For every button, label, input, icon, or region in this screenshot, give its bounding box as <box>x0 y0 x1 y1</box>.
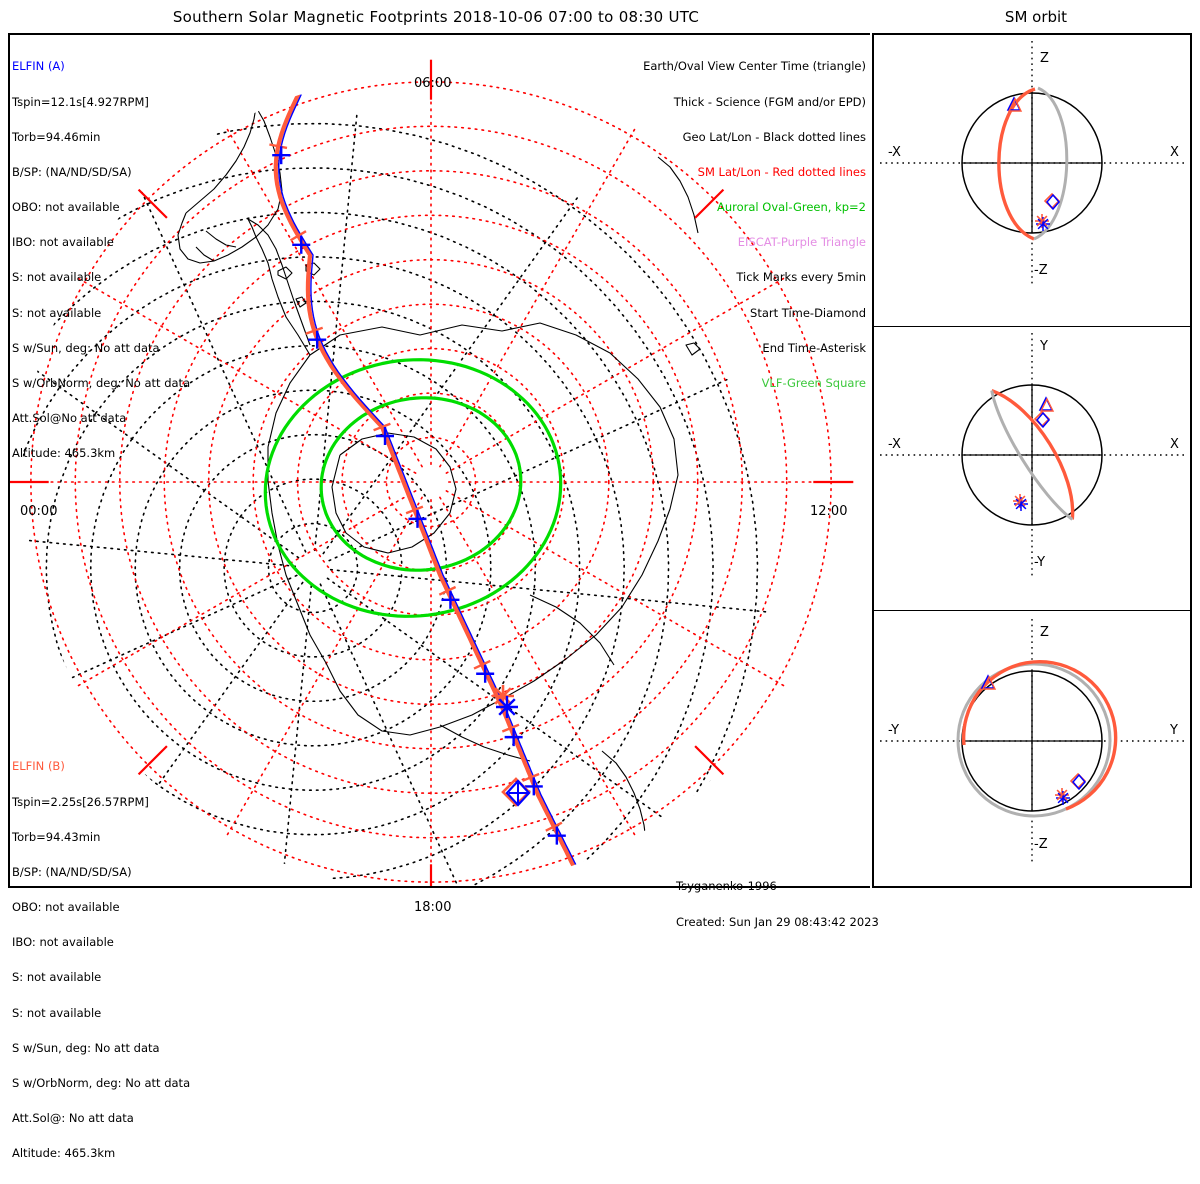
orbit-xy-axis-up: Y <box>1040 339 1048 354</box>
orbit-yz-axis-left: -Y <box>888 723 900 738</box>
elfin-a-line-1: Torb=94.46min <box>12 129 101 144</box>
orbit-xz-axis-down: -Z <box>1034 263 1048 278</box>
elfin-b-line-9: Att.Sol@: No att data <box>12 1111 134 1125</box>
legend-item-5: EISCAT-Purple Triangle <box>737 235 866 250</box>
elfin-b-line-2: B/SP: (NA/ND/SD/SA) <box>12 864 132 879</box>
orbit-xz-axis-left: -X <box>888 145 901 160</box>
elfin-b-line-10: Altitude: 465.3km <box>12 1146 116 1161</box>
orbit-xy-axis-down: -Y <box>1034 555 1046 570</box>
legend-item-2: Geo Lat/Lon - Black dotted lines <box>682 129 866 144</box>
legend-item-4: Auroral Oval-Green, kp=2 <box>716 200 866 215</box>
elfin-a-line-3: OBO: not available <box>12 200 120 215</box>
elfin-a-line-7: S w/Sun, deg: No att data <box>12 340 160 355</box>
elfin-a-line-8: S w/OrbNorm, deg: No att data <box>12 375 191 390</box>
orbit-panel-title: SM orbit <box>1004 8 1068 26</box>
orbit-divider-1 <box>874 326 1190 327</box>
legend-item-8: End Time-Asterisk <box>762 340 866 355</box>
legend-item-1: Thick - Science (FGM and/or EPD) <box>673 94 866 109</box>
orbit-xz-axis-up: Z <box>1040 51 1049 66</box>
page-title: Southern Solar Magnetic Footprints 2018-… <box>172 8 700 26</box>
elfin-b-line-5: S: not available <box>12 970 102 985</box>
mlt-label-00: 00:00 <box>20 504 58 519</box>
orbit-yz-axis-up: Z <box>1040 625 1049 640</box>
elfin-b-header: ELFIN (B) <box>12 759 65 774</box>
elfin-b-line-1: Torb=94.43min <box>12 829 101 844</box>
elfin-b-line-6: S: not available <box>12 1005 102 1020</box>
elfin-b-line-0: Tspin=2.25s[26.57RPM] <box>12 794 149 809</box>
elfin-b-line-8: S w/OrbNorm, deg: No att data <box>12 1075 191 1090</box>
figure-root: Southern Solar Magnetic Footprints 2018-… <box>8 8 1192 1159</box>
elfin-b-line-3: OBO: not available <box>12 900 120 915</box>
elfin-a-line-5: S: not available <box>12 270 102 285</box>
credit-block: Tsyganenko-1996 Created: Sun Jan 29 08:4… <box>676 858 879 952</box>
orbit-xy-axis-left: -X <box>888 437 901 452</box>
orbit-xy-axis-right: X <box>1170 437 1179 452</box>
elfin-a-line-9: Att.Sol@No att data <box>12 411 127 425</box>
orbit-yz-axis-right: Y <box>1170 723 1178 738</box>
orbit-divider-2 <box>874 610 1190 611</box>
mlt-label-06: 06:00 <box>414 76 452 91</box>
elfin-a-line-4: IBO: not available <box>12 235 114 250</box>
satellite-footprint-tracks <box>269 92 586 886</box>
mlt-label-12: 12:00 <box>810 504 848 519</box>
elfin-b-info-block: ELFIN (B) Tspin=2.25s[26.57RPM] Torb=94.… <box>12 738 190 1183</box>
elfin-a-line-0: Tspin=12.1s[4.927RPM] <box>12 94 149 109</box>
elfin-a-line-2: B/SP: (NA/ND/SD/SA) <box>12 164 132 179</box>
legend-item-7: Start Time-Diamond <box>750 305 866 320</box>
elfin-a-header: ELFIN (A) <box>12 59 65 74</box>
orbit-xz-axis-right: X <box>1170 145 1179 160</box>
legend-item-6: Tick Marks every 5min <box>736 270 866 285</box>
legend-block: Earth/Oval View Center Time (triangle) T… <box>643 38 866 413</box>
legend-item-0: Earth/Oval View Center Time (triangle) <box>643 59 866 74</box>
elfin-b-line-4: IBO: not available <box>12 935 114 950</box>
orbit-yz-axis-down: -Z <box>1034 837 1048 852</box>
auroral-oval <box>263 358 563 618</box>
created-timestamp: Created: Sun Jan 29 08:43:42 2023 <box>676 914 879 929</box>
legend-item-9: VLF-Green Square <box>761 375 866 390</box>
sm-orbit-panel: Z -Z -X X Y -Y -X X Z -Z -Y Y <box>872 33 1192 888</box>
mlt-label-18: 18:00 <box>414 900 452 915</box>
elfin-a-info-block: ELFIN (A) Tspin=12.1s[4.927RPM] Torb=94.… <box>12 38 190 483</box>
elfin-b-line-7: S w/Sun, deg: No att data <box>12 1040 160 1055</box>
field-model-label: Tsyganenko-1996 <box>676 879 777 894</box>
polar-plot-svg <box>10 59 854 886</box>
legend-item-3: SM Lat/Lon - Red dotted lines <box>697 164 866 179</box>
elfin-a-line-10: Altitude: 465.3km <box>12 446 116 461</box>
polar-footprint-panel: 00:00 06:00 12:00 18:00 <box>8 33 870 914</box>
orbit-plots-svg <box>880 41 1184 863</box>
elfin-a-line-6: S: not available <box>12 305 102 320</box>
